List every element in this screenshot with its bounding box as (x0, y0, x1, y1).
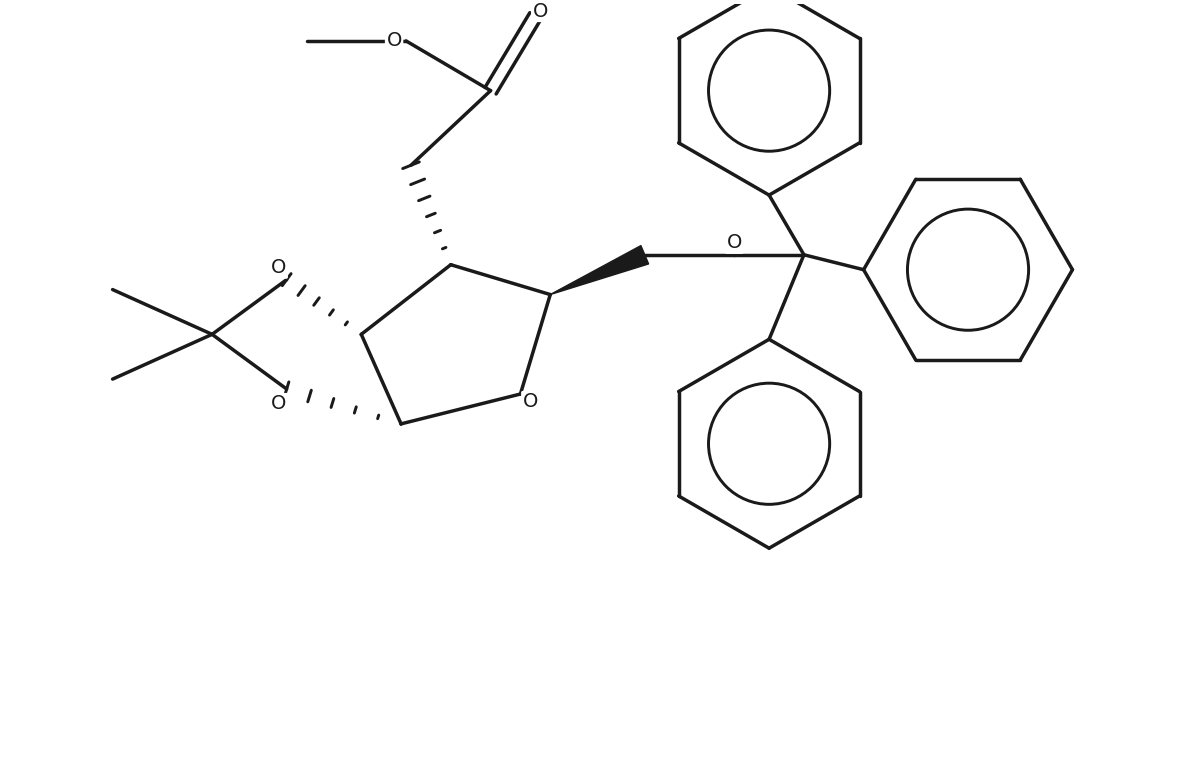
Text: O: O (386, 32, 402, 50)
Text: O: O (533, 2, 548, 21)
Text: O: O (271, 258, 287, 277)
Text: O: O (523, 392, 538, 411)
Text: O: O (271, 394, 287, 414)
Polygon shape (551, 245, 649, 295)
Text: O: O (726, 233, 742, 252)
